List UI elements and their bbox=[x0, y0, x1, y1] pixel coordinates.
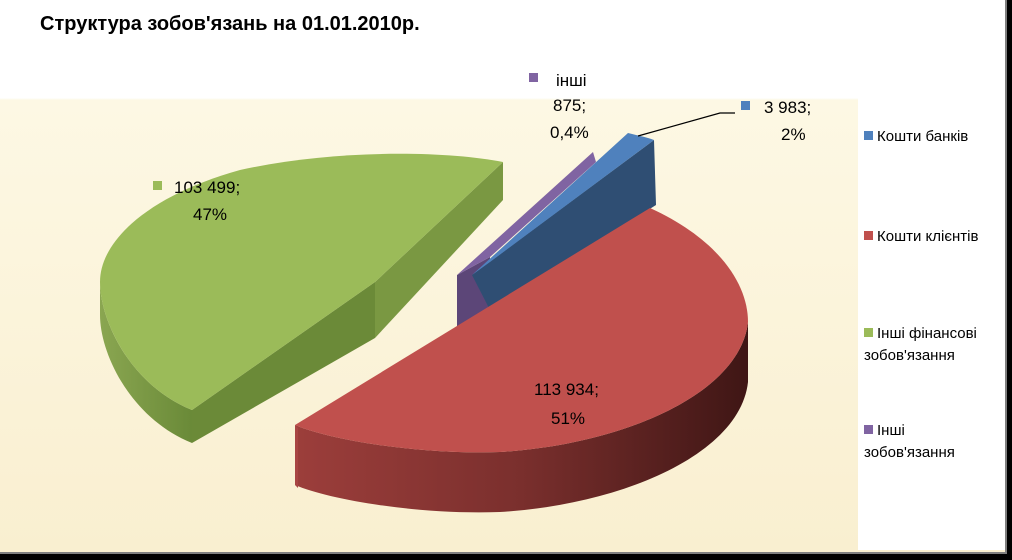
legend-swatch-banks bbox=[864, 131, 873, 140]
legend-item-other: Інші зобов'язання bbox=[864, 420, 955, 464]
legend-swatch-clients bbox=[864, 231, 873, 240]
slice-banks-wall bbox=[472, 140, 656, 310]
legend-item-banks: Кошти банків bbox=[864, 126, 968, 148]
slice-banks bbox=[472, 133, 656, 310]
leader-line-banks bbox=[637, 112, 735, 137]
data-label-banks-percent: 2% bbox=[781, 125, 806, 144]
chart-title: Структура зобов'язань на 01.01.2010р. bbox=[40, 13, 420, 35]
data-label-banks: 3 983; 2% bbox=[741, 98, 811, 144]
slice-clients-top bbox=[295, 208, 748, 453]
slice-banks-top bbox=[472, 133, 654, 275]
data-label-banks-value: 3 983; bbox=[764, 98, 811, 117]
slice-clients-side bbox=[295, 322, 748, 513]
legend-label-other-line2: зобов'язання bbox=[864, 444, 955, 461]
legend-label-other-financial-line1: Інші фінансові bbox=[877, 325, 977, 342]
data-label-clients: 113 934; 51% bbox=[534, 380, 599, 428]
data-label-other-financial-swatch bbox=[153, 181, 162, 190]
data-label-banks-swatch bbox=[741, 101, 750, 110]
slice-other-financial bbox=[100, 153, 503, 443]
data-label-other-value: 875; bbox=[553, 96, 586, 115]
legend-label-banks: Кошти банків bbox=[877, 128, 969, 145]
legend-swatch-other bbox=[864, 425, 873, 434]
slice-clients-wall bbox=[295, 425, 298, 488]
legend-label-other-line1: Інші bbox=[877, 422, 905, 439]
legend-item-clients: Кошти клієнтів bbox=[864, 226, 978, 248]
data-label-other-swatch bbox=[529, 73, 538, 82]
pie-chart: 103 499; 47% інші 875; 0,4% 3 983; 2% 11… bbox=[100, 71, 811, 513]
data-label-other-financial: 103 499; 47% bbox=[153, 178, 240, 224]
legend: Кошти банків Кошти клієнтів Інші фінансо… bbox=[858, 98, 1005, 550]
slice-other-financial-side bbox=[100, 282, 192, 443]
slice-other-financial-wall bbox=[192, 282, 375, 443]
legend-label-clients: Кошти клієнтів bbox=[877, 228, 979, 245]
slice-clients bbox=[295, 208, 748, 513]
data-label-other-financial-percent: 47% bbox=[193, 205, 227, 224]
slice-other-financial-top bbox=[100, 153, 503, 411]
data-label-other-percent: 0,4% bbox=[550, 123, 589, 142]
legend-swatch-other-financial bbox=[864, 328, 873, 337]
data-label-other-financial-value: 103 499; bbox=[174, 178, 240, 197]
data-label-other: інші 875; 0,4% bbox=[529, 71, 589, 142]
data-label-other-name: інші bbox=[556, 71, 587, 90]
slice-other-financial-wall-back bbox=[375, 162, 503, 338]
legend-item-other-financial: Інші фінансові зобов'язання bbox=[864, 323, 977, 367]
legend-label-other-financial-line2: зобов'язання bbox=[864, 347, 955, 364]
data-label-clients-value: 113 934; bbox=[534, 380, 599, 399]
data-label-clients-percent: 51% bbox=[551, 409, 585, 428]
slice-other-top bbox=[457, 152, 596, 275]
